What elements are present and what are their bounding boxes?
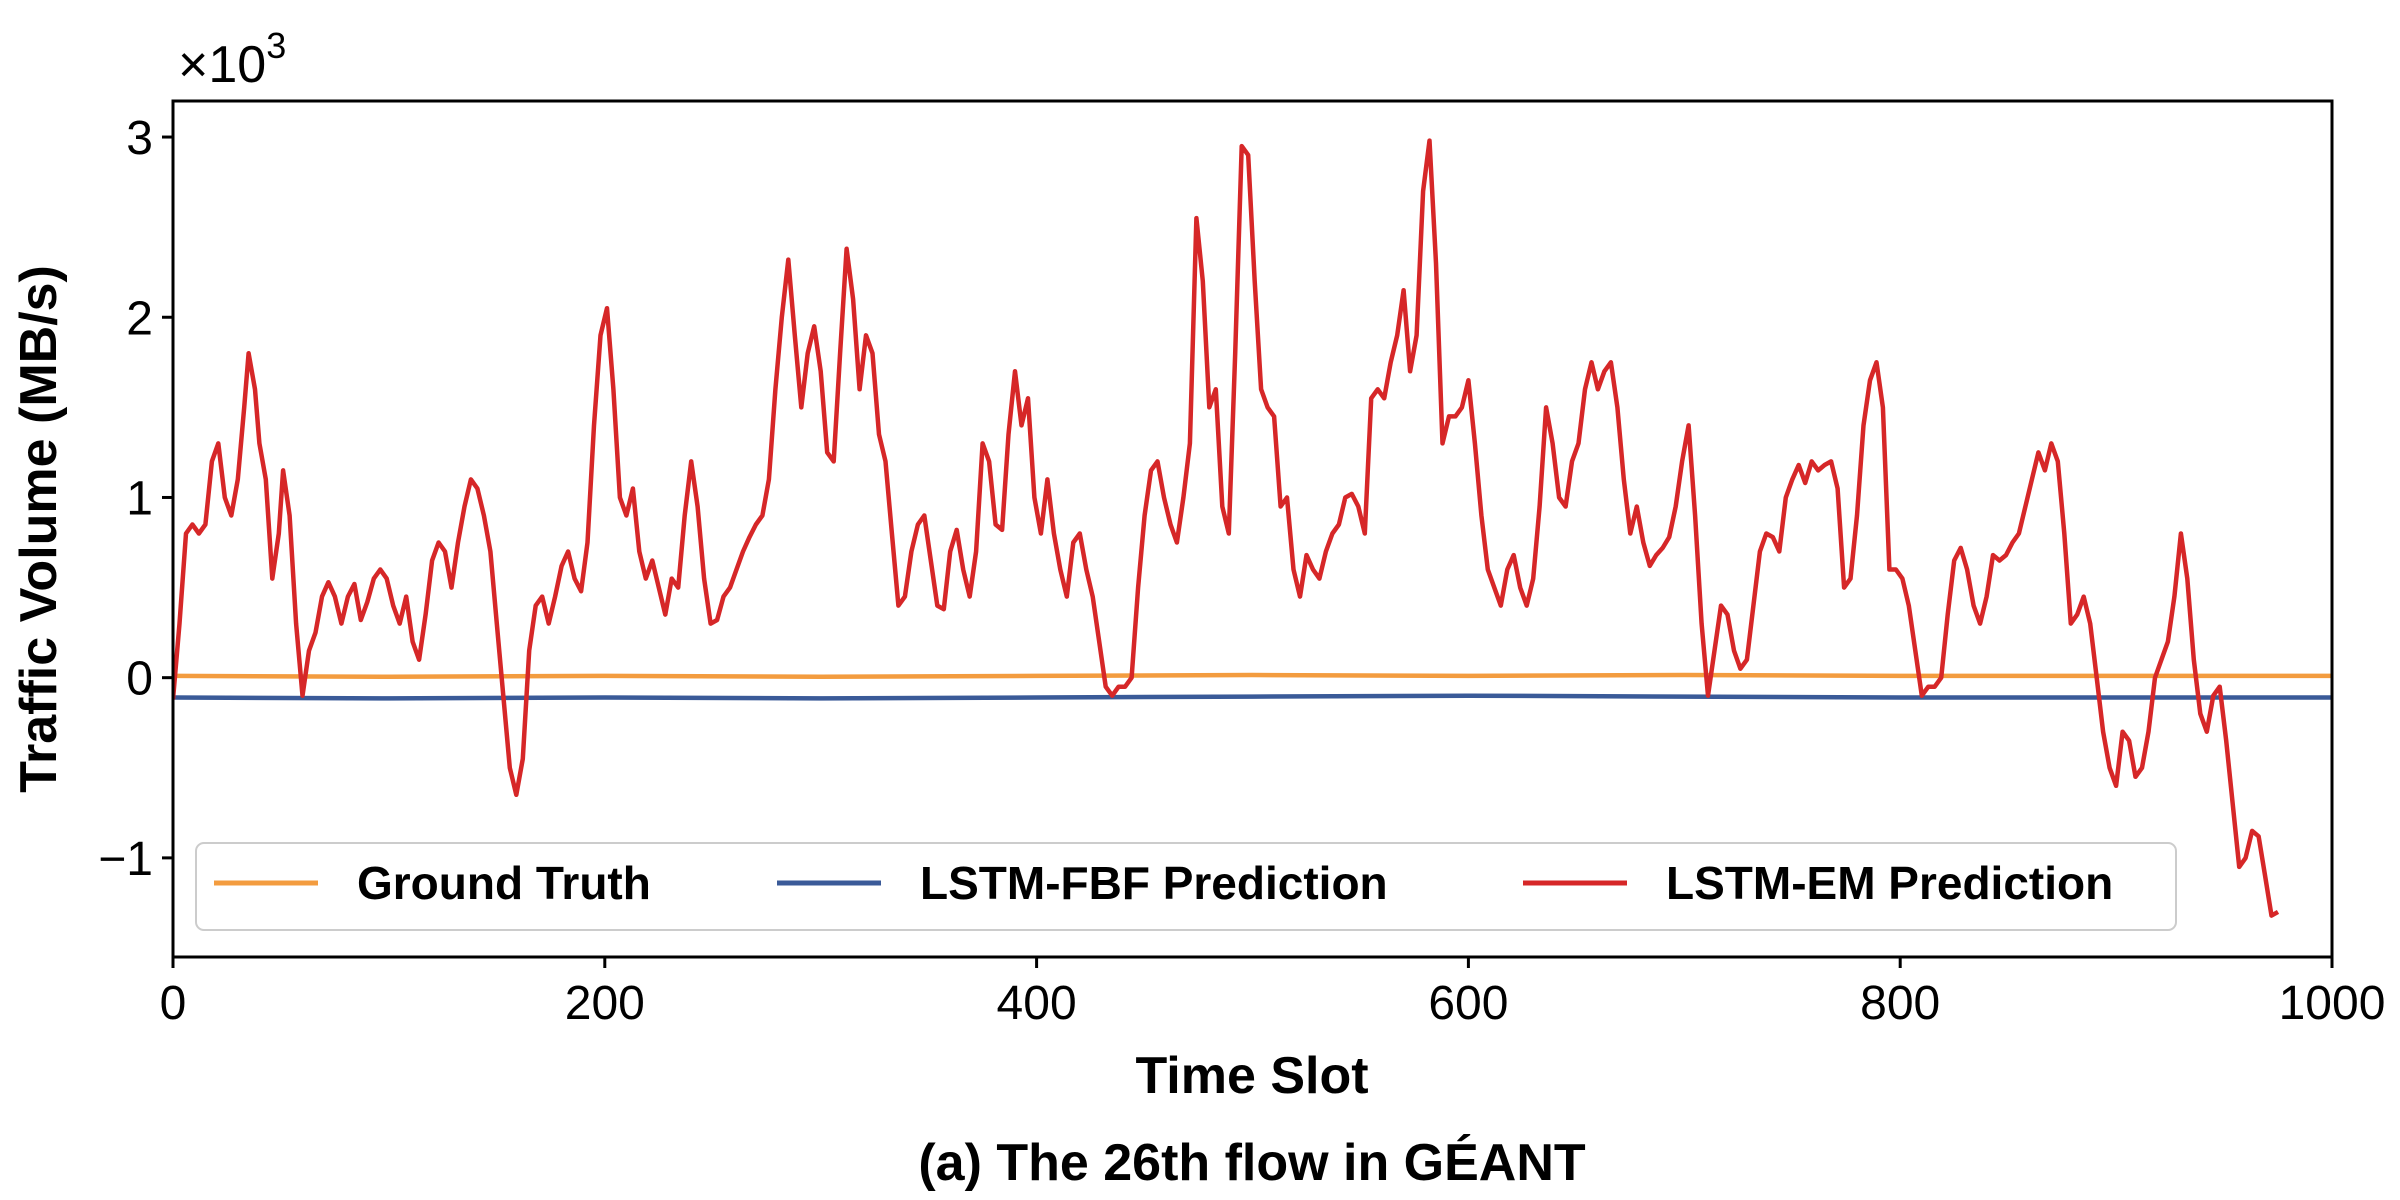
y-tick-label: 0 — [126, 653, 153, 706]
plot-frame — [171, 99, 2334, 959]
x-tick-label: 400 — [997, 977, 1077, 1030]
legend-box — [195, 842, 2177, 931]
y-tick-label: −1 — [98, 833, 153, 886]
y-tick-label: 2 — [126, 292, 153, 345]
x-tick-label: 0 — [160, 977, 187, 1030]
series-line-ground-truth — [173, 672, 2332, 680]
y-axis-title: Traffic Volume (MB/s) — [10, 265, 68, 793]
ticks-layer: 0 200 400 600 800 1000 −1 0 1 2 3 — [98, 112, 2385, 1030]
series-layer — [173, 138, 2332, 918]
series-line-lstm-fbf-prediction — [173, 693, 2332, 701]
x-axis-title: Time Slot — [1135, 1047, 1368, 1105]
x-tick-label: 1000 — [2279, 977, 2386, 1030]
legend-label-ground-truth: Ground Truth — [357, 857, 651, 909]
y-multiplier: ×103 — [178, 25, 286, 94]
legend: Ground Truth LSTM-FBF Prediction LSTM-EM… — [195, 842, 2177, 931]
x-tick-label: 600 — [1428, 977, 1508, 1030]
y-multiplier-base: ×10 — [178, 36, 266, 94]
y-multiplier-exponent: 3 — [266, 25, 286, 66]
legend-label-lstm-em: LSTM-EM Prediction — [1666, 857, 2113, 909]
x-tick-label: 800 — [1860, 977, 1940, 1030]
series-line-lstm-em-prediction — [173, 138, 2280, 918]
x-tick-label: 200 — [565, 977, 645, 1030]
legend-label-lstm-fbf: LSTM-FBF Prediction — [920, 857, 1388, 909]
y-tick-label: 1 — [126, 472, 153, 525]
figure-caption: (a) The 26th flow in GÉANT — [918, 1134, 1586, 1192]
y-tick-label: 3 — [126, 112, 153, 165]
